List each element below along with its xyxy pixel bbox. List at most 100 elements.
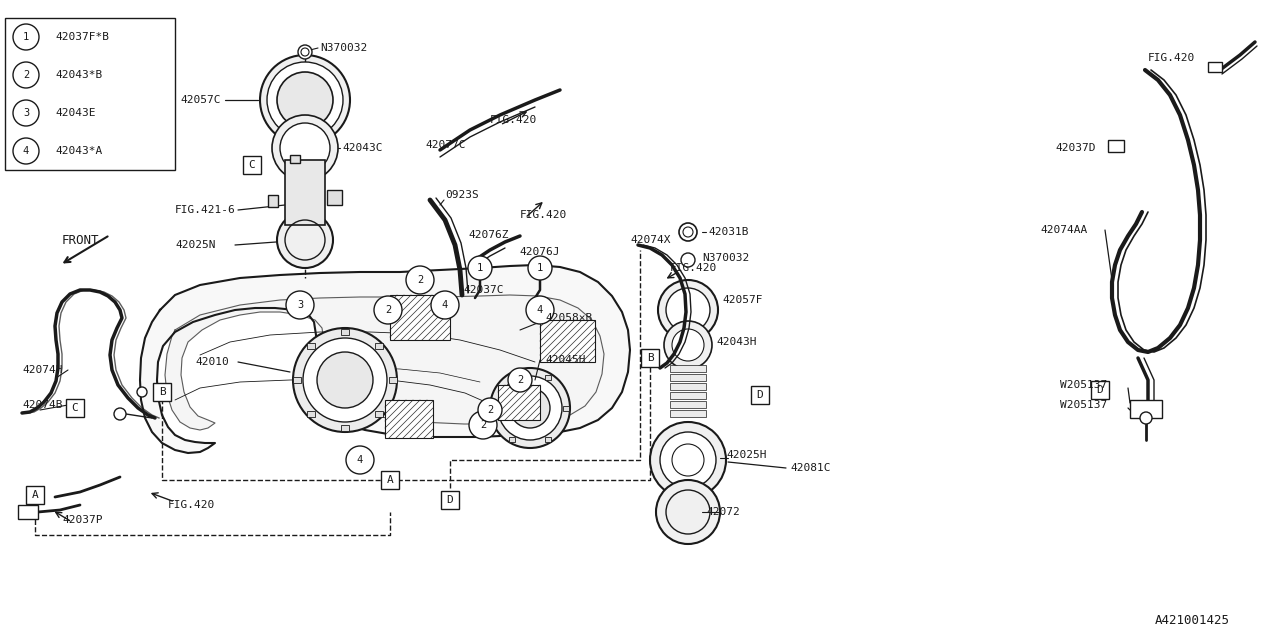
Text: 42057C: 42057C [180,95,220,105]
Bar [5,18,175,170]
Circle shape [650,422,726,498]
Text: FIG.420: FIG.420 [1148,53,1196,63]
Text: 4: 4 [23,146,29,156]
Bar [509,375,515,380]
Text: 42043E: 42043E [55,108,96,118]
Bar [340,425,349,431]
Circle shape [13,138,38,164]
Text: 2: 2 [480,420,486,430]
Circle shape [114,408,125,420]
Text: W205137: W205137 [1060,400,1107,410]
Bar [1091,381,1108,399]
Text: FIG.420: FIG.420 [669,263,717,273]
Text: D: D [756,390,763,400]
Text: 42076Z: 42076Z [468,230,508,240]
Text: D: D [1097,385,1103,395]
Text: 1: 1 [23,32,29,42]
Circle shape [431,291,460,319]
Circle shape [660,432,716,488]
Text: B: B [159,387,165,397]
Circle shape [678,223,698,241]
Circle shape [301,48,308,56]
Text: 42045H: 42045H [545,355,585,365]
Text: 42037P: 42037P [61,515,102,525]
Bar [492,406,497,411]
Text: 2: 2 [486,405,493,415]
Text: B: B [646,353,653,363]
Text: FIG.421-6: FIG.421-6 [175,205,236,215]
Text: 2: 2 [517,375,524,385]
Circle shape [346,446,374,474]
Bar [375,411,383,417]
Text: 42031B: 42031B [708,227,749,237]
Text: 2: 2 [385,305,392,315]
Polygon shape [140,265,630,453]
Bar [669,365,707,372]
Text: C: C [248,160,256,170]
Bar [307,411,315,417]
Bar [385,400,433,438]
Bar [268,195,278,207]
Bar [442,491,460,509]
Circle shape [276,212,333,268]
Bar [669,392,707,399]
Text: 42043C: 42043C [342,143,383,153]
Bar [1108,140,1124,152]
Text: A: A [387,475,393,485]
Text: N370032: N370032 [320,43,367,53]
Circle shape [260,55,349,145]
Text: FIG.420: FIG.420 [490,115,538,125]
Circle shape [672,329,704,361]
Bar [381,471,399,489]
Text: 42074X: 42074X [630,235,671,245]
Text: N370032: N370032 [701,253,749,263]
Circle shape [13,24,38,50]
Circle shape [406,266,434,294]
Bar [291,155,300,163]
Text: 42076J: 42076J [518,247,559,257]
Text: 42037F*B: 42037F*B [55,32,109,42]
Circle shape [529,256,552,280]
Circle shape [374,296,402,324]
Text: 42037C: 42037C [463,285,503,295]
Circle shape [268,62,343,138]
Circle shape [509,388,550,428]
Text: 42025H: 42025H [726,450,767,460]
Text: 3: 3 [297,300,303,310]
Circle shape [477,398,502,422]
Bar [67,399,84,417]
Bar [243,156,261,174]
Bar [1208,62,1222,72]
Bar [26,486,44,504]
Circle shape [468,256,492,280]
Bar [751,386,769,404]
Circle shape [285,291,314,319]
Circle shape [526,296,554,324]
Text: 1: 1 [536,263,543,273]
Text: FRONT: FRONT [61,234,99,246]
Bar [1130,400,1162,418]
Bar [154,383,172,401]
Bar [669,374,707,381]
Text: A: A [32,490,38,500]
Text: 42025N: 42025N [175,240,215,250]
Circle shape [276,72,333,128]
Text: 42081C: 42081C [790,463,831,473]
Text: 1: 1 [477,263,483,273]
Text: FIG.420: FIG.420 [520,210,567,220]
Circle shape [490,368,570,448]
Circle shape [13,62,38,88]
Circle shape [280,123,330,173]
Bar [669,401,707,408]
Polygon shape [165,295,604,430]
Text: FIG.420: FIG.420 [168,500,215,510]
Text: 42043*A: 42043*A [55,146,102,156]
Text: D: D [447,495,453,505]
Text: 42072: 42072 [707,507,740,517]
Text: W205137: W205137 [1060,380,1107,390]
Bar [375,343,383,349]
Bar [307,343,315,349]
Text: 42074H: 42074H [22,365,63,375]
Circle shape [508,368,532,392]
Bar [18,505,38,519]
